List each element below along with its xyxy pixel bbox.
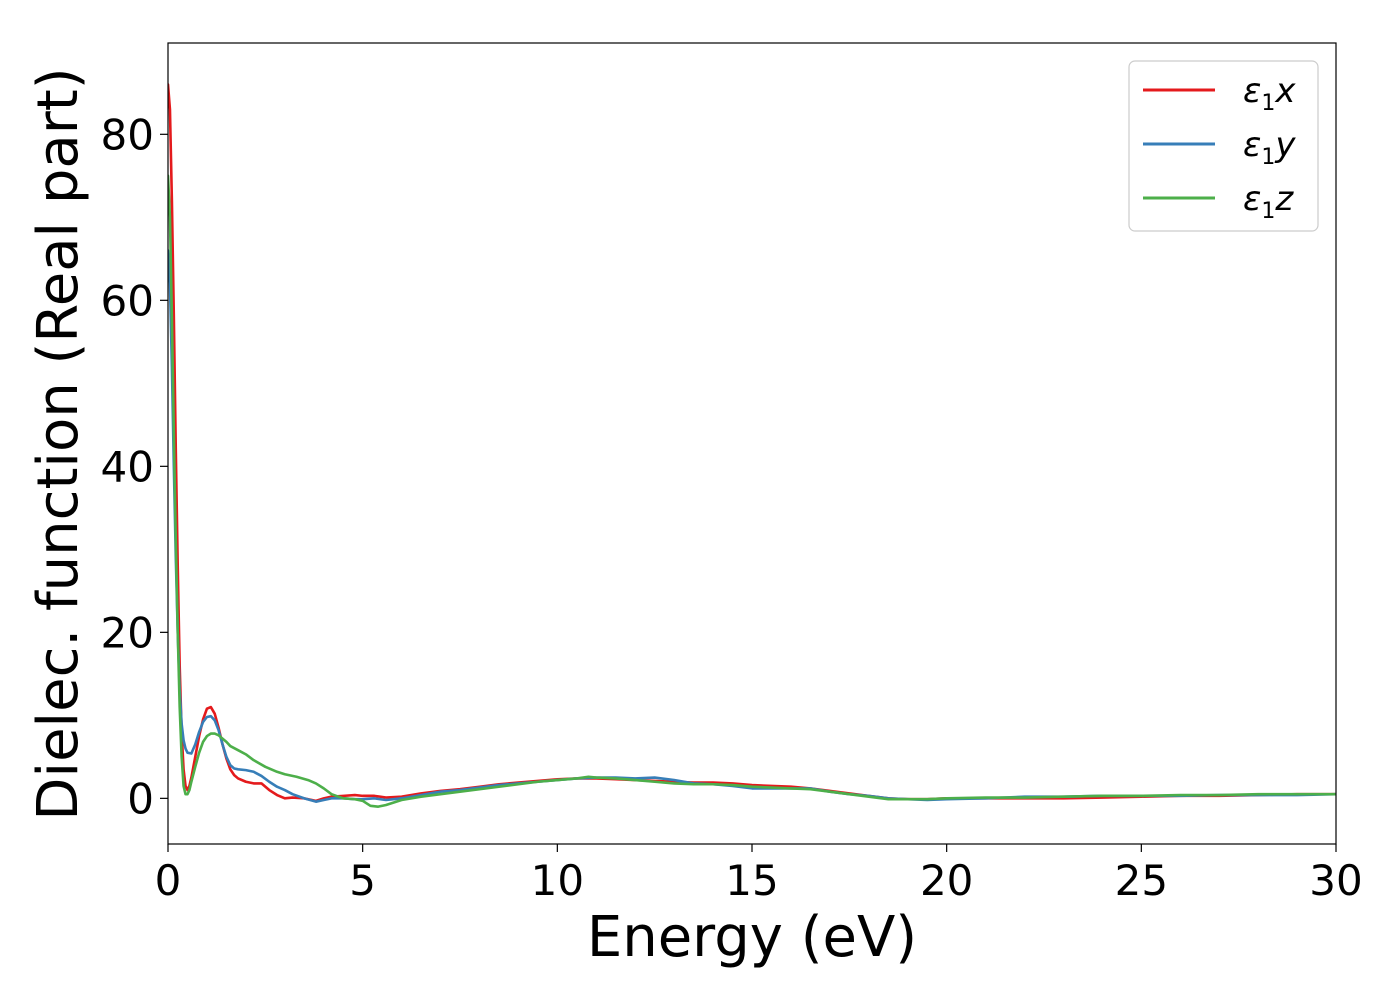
x-tick-label: 15 <box>725 856 778 905</box>
x-tick-label: 5 <box>349 856 376 905</box>
x-tick-label: 20 <box>920 856 973 905</box>
y-tick-label: 20 <box>101 608 154 657</box>
y-tick-label: 60 <box>101 276 154 325</box>
x-axis-ticks: 0 5 10 15 20 25 30 <box>155 844 1363 905</box>
series-line-z <box>168 174 1336 808</box>
legend: ε1x ε1y ε1z <box>1128 60 1319 232</box>
legend-label-x: ε1x <box>1243 71 1296 116</box>
x-axis-label: Energy (eV) <box>587 905 917 970</box>
x-tick-label: 0 <box>155 856 182 905</box>
legend-label-z: ε1z <box>1243 179 1294 224</box>
y-tick-label: 0 <box>127 774 154 823</box>
legend-box <box>1128 60 1319 232</box>
series-layer <box>168 83 1336 808</box>
y-tick-label: 40 <box>101 442 154 491</box>
y-tick-label: 80 <box>101 110 154 159</box>
x-tick-label: 10 <box>531 856 584 905</box>
x-tick-label: 25 <box>1115 856 1168 905</box>
y-axis-label: Dielec. function (Real part) <box>26 67 91 820</box>
y-axis-ticks: 0 20 40 60 80 <box>101 110 168 823</box>
x-tick-label: 30 <box>1309 856 1362 905</box>
legend-label-y: ε1y <box>1243 125 1296 170</box>
